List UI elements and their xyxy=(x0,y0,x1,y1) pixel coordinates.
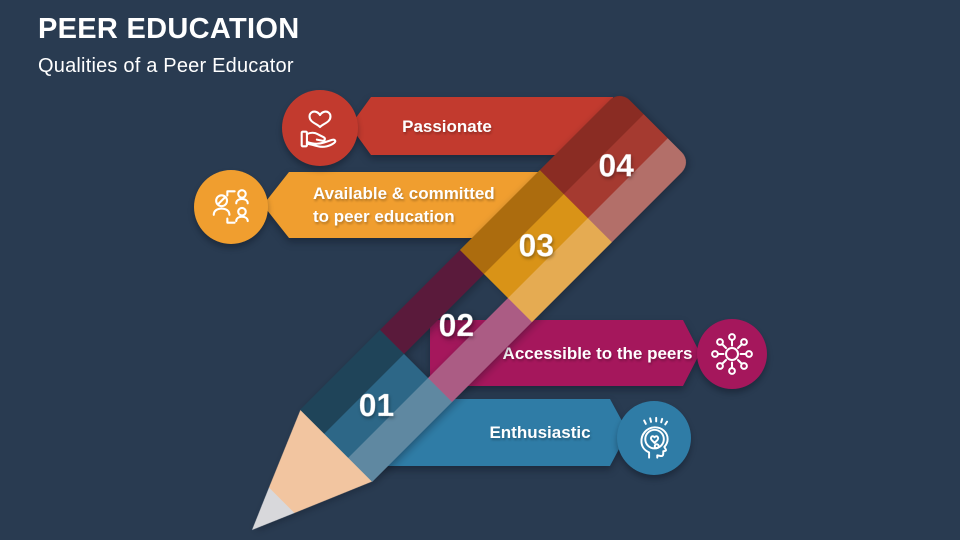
people-group-icon xyxy=(194,170,268,244)
ribbon-passionate: Passionate xyxy=(350,97,613,155)
ribbon-available-committed: Available & committed to peer education xyxy=(263,172,580,238)
pencil-graphic: 01 02 03 04 xyxy=(216,90,692,540)
segment-number-01: 01 xyxy=(358,387,394,424)
hub-network-icon xyxy=(697,319,767,389)
ribbon-available-line1: Available & committed xyxy=(313,184,495,203)
slide-title: PEER EDUCATION xyxy=(38,13,300,45)
ribbon-accessible-label: Accessible to the peers xyxy=(502,343,693,363)
segment-number-03: 03 xyxy=(518,227,554,264)
slide-subtitle: Qualities of a Peer Educator xyxy=(38,55,294,77)
ribbon-available-line2: to peer education xyxy=(313,207,455,226)
ribbon-available-label: Available & committed to peer education xyxy=(313,182,495,230)
head-lightbulb-icon xyxy=(617,401,691,475)
segment-number-02: 02 xyxy=(438,307,474,344)
ribbon-enthusiastic-label: Enthusiastic xyxy=(489,423,591,442)
hand-heart-icon xyxy=(282,90,358,166)
segment-number-04: 04 xyxy=(598,147,634,184)
ribbon-passionate-label: Passionate xyxy=(402,116,492,136)
